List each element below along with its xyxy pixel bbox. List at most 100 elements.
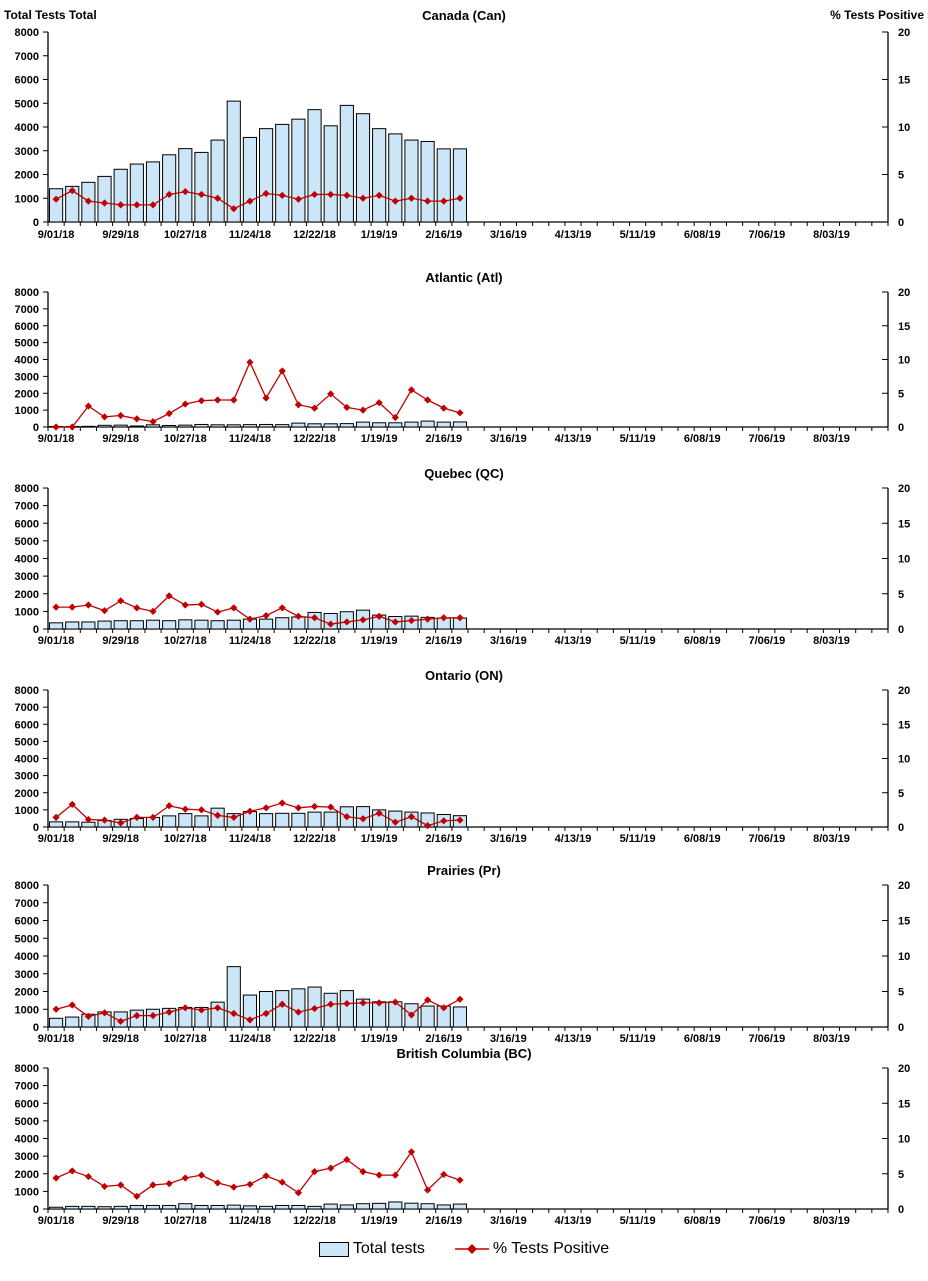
svg-text:0: 0: [33, 217, 39, 229]
legend-bar-swatch-icon: [318, 1241, 349, 1257]
svg-text:15: 15: [898, 321, 910, 333]
svg-text:8/03/19: 8/03/19: [813, 229, 850, 241]
chart-plot-prairies: 0 1000 2000 3000 4000 5000 6000 7000 8000 0 5 10 15 2…: [15, 880, 911, 1045]
svg-text:8/03/19: 8/03/19: [813, 1033, 850, 1045]
svg-text:10/27/18: 10/27/18: [164, 635, 207, 647]
svg-text:2/16/19: 2/16/19: [425, 1033, 462, 1045]
svg-text:1/19/19: 1/19/19: [361, 229, 398, 241]
svg-text:15: 15: [898, 1098, 910, 1110]
svg-text:5: 5: [898, 987, 904, 999]
svg-text:4/13/19: 4/13/19: [555, 1215, 592, 1227]
svg-text:7/06/19: 7/06/19: [748, 1215, 785, 1227]
svg-text:0: 0: [898, 422, 904, 434]
svg-text:20: 20: [898, 27, 910, 39]
svg-text:20: 20: [898, 685, 910, 697]
svg-text:9/29/18: 9/29/18: [102, 1033, 139, 1045]
svg-text:5/11/19: 5/11/19: [620, 1215, 656, 1227]
right-axis-title: % Tests Positive: [830, 8, 924, 22]
svg-text:4/13/19: 4/13/19: [555, 833, 592, 845]
svg-text:8000: 8000: [15, 685, 39, 697]
svg-text:8000: 8000: [15, 27, 39, 39]
svg-text:3/16/19: 3/16/19: [490, 433, 527, 445]
svg-text:1/19/19: 1/19/19: [361, 833, 398, 845]
svg-text:7000: 7000: [15, 1081, 39, 1093]
chart-plot-quebec: 0 1000 2000 3000 4000 5000 6000 7000 8000 0 5 10 15 2…: [15, 483, 911, 647]
chart-plot-atlantic: 0 1000 2000 3000 4000 5000 6000 7000 8000 0 5 10 15 2…: [15, 287, 911, 445]
svg-text:12/22/18: 12/22/18: [293, 1033, 336, 1045]
svg-text:2/16/19: 2/16/19: [425, 229, 462, 241]
svg-text:6000: 6000: [15, 719, 39, 731]
svg-text:10: 10: [898, 754, 910, 766]
svg-text:1000: 1000: [15, 193, 39, 205]
panel-title-ontario: Ontario (ON): [425, 668, 503, 683]
svg-text:5000: 5000: [15, 933, 39, 945]
svg-text:5: 5: [898, 170, 904, 182]
chart-plot-canada: 0 1000 2000 3000 4000 5000 6000 7000 8000 0 5 10 15 2…: [15, 27, 911, 241]
legend-pct-positive-label: % Tests Positive: [492, 1240, 610, 1257]
svg-text:11/24/18: 11/24/18: [229, 1033, 271, 1045]
chart-panel-prairies: 0 1000 2000 3000 4000 5000 6000 7000 8000 0 5 10 15 2…: [0, 855, 928, 1051]
svg-text:9/01/18: 9/01/18: [38, 1033, 75, 1045]
svg-text:6/08/19: 6/08/19: [684, 1215, 721, 1227]
chart-panel-atlantic: 0 1000 2000 3000 4000 5000 6000 7000 8000 0 5 10 15 2…: [0, 262, 928, 452]
svg-text:7/06/19: 7/06/19: [748, 229, 785, 241]
svg-text:5000: 5000: [15, 338, 39, 350]
svg-text:8/03/19: 8/03/19: [813, 833, 850, 845]
svg-text:3000: 3000: [15, 571, 39, 583]
svg-text:2000: 2000: [15, 589, 39, 601]
svg-text:1/19/19: 1/19/19: [361, 1215, 398, 1227]
svg-text:0: 0: [898, 217, 904, 229]
svg-text:9/01/18: 9/01/18: [38, 229, 75, 241]
svg-text:15: 15: [898, 719, 910, 731]
svg-text:7000: 7000: [15, 304, 39, 316]
svg-text:5: 5: [898, 589, 904, 601]
svg-text:3000: 3000: [15, 371, 39, 383]
svg-text:4/13/19: 4/13/19: [555, 229, 592, 241]
svg-text:4/13/19: 4/13/19: [555, 433, 592, 445]
svg-text:6000: 6000: [15, 75, 39, 87]
chart-plot-british-columbia: 0 1000 2000 3000 4000 5000 6000 7000 8000 0 5 10 15 2…: [15, 1063, 911, 1227]
chart-panel-quebec: 0 1000 2000 3000 4000 5000 6000 7000 8000 0 5 10 15 2…: [0, 458, 928, 654]
svg-text:2000: 2000: [15, 388, 39, 400]
svg-text:5: 5: [898, 1169, 904, 1181]
svg-text:0: 0: [898, 1204, 904, 1216]
svg-text:3/16/19: 3/16/19: [490, 1033, 527, 1045]
svg-text:10: 10: [898, 122, 910, 134]
svg-text:0: 0: [33, 624, 39, 636]
svg-text:9/01/18: 9/01/18: [38, 433, 75, 445]
svg-text:5/11/19: 5/11/19: [620, 833, 656, 845]
svg-text:7000: 7000: [15, 51, 39, 63]
chart-panel-british-columbia: 0 1000 2000 3000 4000 5000 6000 7000 8000 0 5 10 15 2…: [0, 1038, 928, 1234]
chart-plot-ontario: 0 1000 2000 3000 4000 5000 6000 7000 8000 0 5 10 15 2…: [15, 685, 911, 845]
svg-text:3000: 3000: [15, 1151, 39, 1163]
svg-text:6000: 6000: [15, 518, 39, 530]
svg-text:7/06/19: 7/06/19: [748, 833, 785, 845]
svg-text:2/16/19: 2/16/19: [425, 433, 462, 445]
svg-text:0: 0: [898, 822, 904, 834]
svg-text:12/22/18: 12/22/18: [293, 635, 336, 647]
svg-text:4000: 4000: [15, 1134, 39, 1146]
svg-text:3/16/19: 3/16/19: [490, 635, 527, 647]
legend-item-total-tests: Total tests: [318, 1240, 425, 1258]
svg-text:10/27/18: 10/27/18: [164, 433, 207, 445]
legend-item-pct-positive: % Tests Positive: [454, 1240, 610, 1258]
svg-text:11/24/18: 11/24/18: [229, 229, 271, 241]
chart-panel-canada: 0 1000 2000 3000 4000 5000 6000 7000 8000 0 5 10 15 2…: [0, 0, 928, 252]
svg-text:3000: 3000: [15, 771, 39, 783]
svg-text:4/13/19: 4/13/19: [555, 1033, 592, 1045]
svg-text:4000: 4000: [15, 355, 39, 367]
svg-text:1000: 1000: [15, 606, 39, 618]
svg-text:7/06/19: 7/06/19: [748, 1033, 785, 1045]
svg-text:5000: 5000: [15, 736, 39, 748]
legend: Total tests % Tests Positive: [0, 1240, 928, 1258]
svg-text:3/16/19: 3/16/19: [490, 1215, 527, 1227]
svg-text:4000: 4000: [15, 951, 39, 963]
svg-text:6000: 6000: [15, 1098, 39, 1110]
panel-title-british-columbia: British Columbia (BC): [396, 1046, 532, 1061]
svg-text:10: 10: [898, 355, 910, 367]
svg-text:3000: 3000: [15, 146, 39, 158]
svg-text:7000: 7000: [15, 898, 39, 910]
svg-text:11/24/18: 11/24/18: [229, 433, 271, 445]
svg-text:8000: 8000: [15, 880, 39, 892]
svg-text:20: 20: [898, 880, 910, 892]
